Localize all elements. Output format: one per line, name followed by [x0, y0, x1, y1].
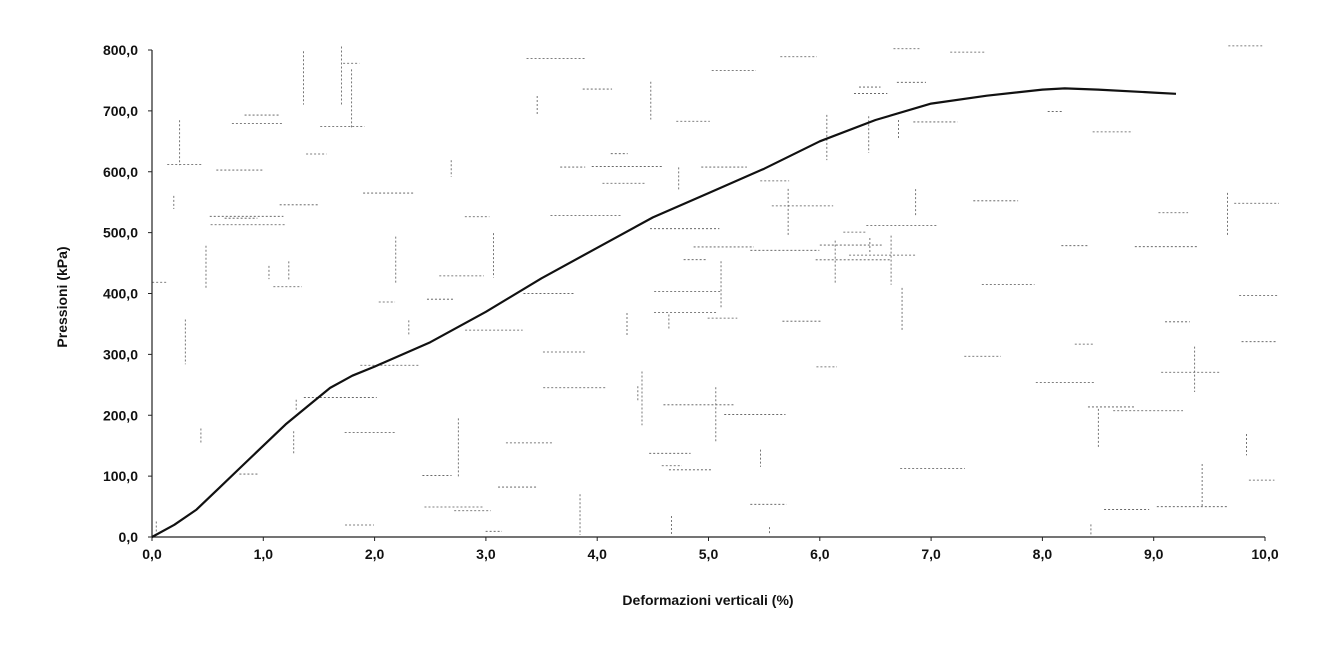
x-tick-label: 7,0	[921, 546, 941, 562]
x-tick-label: 1,0	[254, 546, 274, 562]
x-tick-label: 3,0	[476, 546, 496, 562]
series-line	[151, 87, 1177, 538]
y-tick-label: 500,0	[103, 225, 138, 241]
y-tick-label: 300,0	[103, 346, 138, 362]
y-tick-label: 100,0	[103, 468, 138, 484]
y-tick-label: 200,0	[103, 407, 138, 423]
x-tick-label: 4,0	[587, 546, 607, 562]
x-tick-label: 5,0	[699, 546, 719, 562]
x-tick-label: 2,0	[365, 546, 385, 562]
x-axis-label: Deformazioni verticali (%)	[622, 592, 793, 608]
x-tick-label: 10,0	[1251, 546, 1278, 562]
y-tick-label: 800,0	[103, 42, 138, 58]
y-tick-label: 0,0	[119, 529, 139, 545]
y-tick-label: 600,0	[103, 164, 138, 180]
y-axis-label: Pressioni (kPa)	[54, 246, 70, 347]
y-tick-label: 700,0	[103, 103, 138, 119]
series-layer	[151, 87, 1177, 538]
x-tick-label: 9,0	[1144, 546, 1164, 562]
x-tick-label: 0,0	[142, 546, 162, 562]
x-axis-ticks: 0,0 1,0 2,0 3,0 4,0 5,0 6,0 7,0 8,0 9,0 10,0	[142, 537, 1279, 562]
y-tick-label: 400,0	[103, 286, 138, 302]
scan-noise-lines	[152, 45, 1279, 535]
axes	[151, 50, 1265, 538]
x-tick-label: 8,0	[1033, 546, 1053, 562]
x-tick-label: 6,0	[810, 546, 830, 562]
y-axis-ticks: 0,0 100,0 200,0 300,0 400,0 500,0 600,0 700,0 80…	[103, 42, 152, 545]
